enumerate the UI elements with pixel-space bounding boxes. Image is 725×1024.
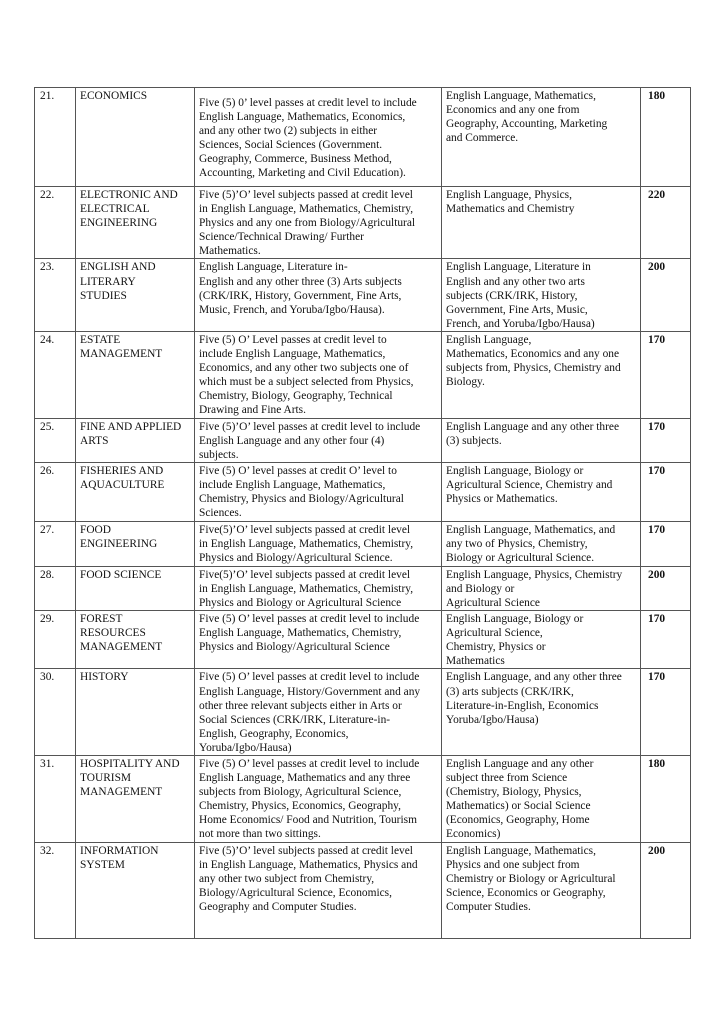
row-number: 32. — [34, 841, 76, 939]
row-number: 26. — [34, 461, 76, 522]
utme-subjects: English Language, Mathematics, and any t… — [441, 520, 641, 567]
utme-subjects: English Language and any other subject t… — [441, 755, 641, 843]
course-name: ECONOMICS — [75, 87, 195, 187]
row-number: 23. — [34, 258, 76, 332]
olevel-requirements: Five (5) 0’ level passes at credit level… — [194, 87, 442, 187]
utme-subjects: English Language, Physics, Mathematics a… — [441, 185, 641, 260]
utme-subjects: English Language, Mathematics, Economics… — [441, 87, 641, 187]
cutoff-score: 170 — [640, 330, 691, 419]
olevel-requirements: Five (5) O’ level passes at credit level… — [194, 755, 442, 843]
row-number: 31. — [34, 755, 76, 843]
table-row: 29. FOREST RESOURCES MANAGEMENT Five (5) O… — [34, 610, 691, 670]
cutoff-score: 180 — [640, 87, 691, 187]
table-row: 30. HISTORY Five (5) O’ level passes at cr… — [34, 668, 691, 756]
cutoff-score: 170 — [640, 520, 691, 567]
row-number: 25. — [34, 417, 76, 463]
course-name: ESTATE MANAGEMENT — [75, 330, 195, 419]
table-row: 28. FOOD SCIENCE Five(5)’O’ level subjects… — [34, 565, 691, 612]
olevel-requirements: Five (5)’O’ level subjects passed at cre… — [194, 841, 442, 939]
olevel-requirements: Five (5) O’ level passes at credit level… — [194, 610, 442, 670]
utme-subjects: English Language, Mathematics, Economics… — [441, 330, 641, 419]
table-row: 27. FOOD ENGINEERING Five(5)’O’ level subj… — [34, 520, 691, 567]
course-name: FISHERIES AND AQUACULTURE — [75, 461, 195, 522]
table-row: 32. INFORMATION SYSTEM Five (5)’O’ level s… — [34, 841, 691, 939]
table-body: 21. ECONOMICS Five (5) 0’ level passes at … — [34, 87, 691, 939]
table-row: 23. ENGLISH AND LITERARY STUDIES English L… — [34, 258, 691, 332]
utme-subjects: English Language, and any other three (3… — [441, 668, 641, 756]
row-number: 27. — [34, 520, 76, 567]
table-row: 24. ESTATE MANAGEMENT Five (5) O’ Level pa… — [34, 330, 691, 419]
row-number: 29. — [34, 610, 76, 670]
row-number: 22. — [34, 185, 76, 260]
cutoff-score: 200 — [640, 565, 691, 612]
cutoff-score: 200 — [640, 258, 691, 332]
utme-subjects: English Language, Biology or Agricultura… — [441, 461, 641, 522]
cutoff-score: 220 — [640, 185, 691, 260]
table-row: 25. FINE AND APPLIED ARTS Five (5)’O’ leve… — [34, 417, 691, 463]
cutoff-score: 180 — [640, 755, 691, 843]
cutoff-score: 170 — [640, 610, 691, 670]
course-name: HOSPITALITY AND TOURISM MANAGEMENT — [75, 755, 195, 843]
cutoff-score: 200 — [640, 841, 691, 939]
course-name: ELECTRONIC AND ELECTRICAL ENGINEERING — [75, 185, 195, 260]
course-name: FOREST RESOURCES MANAGEMENT — [75, 610, 195, 670]
olevel-requirements: Five (5)’O’ level subjects passed at cre… — [194, 185, 442, 260]
utme-subjects: English Language, Biology or Agricultura… — [441, 610, 641, 670]
table-row: 21. ECONOMICS Five (5) 0’ level passes at … — [34, 87, 691, 187]
course-name: ENGLISH AND LITERARY STUDIES — [75, 258, 195, 332]
row-number: 28. — [34, 565, 76, 612]
olevel-requirements: Five (5) O’ Level passes at credit level… — [194, 330, 442, 419]
olevel-requirements: Five(5)’O’ level subjects passed at cred… — [194, 565, 442, 612]
row-number: 24. — [34, 330, 76, 419]
course-name: FOOD SCIENCE — [75, 565, 195, 612]
row-number: 30. — [34, 668, 76, 756]
cutoff-score: 170 — [640, 668, 691, 756]
course-name: HISTORY — [75, 668, 195, 756]
course-name: FINE AND APPLIED ARTS — [75, 417, 195, 463]
utme-subjects: English Language, Literature in English … — [441, 258, 641, 332]
table-row: 26. FISHERIES AND AQUACULTURE Five (5) O’ … — [34, 461, 691, 522]
olevel-requirements: Five (5) O’ level passes at credit O’ le… — [194, 461, 442, 522]
utme-subjects: English Language, Mathematics, Physics a… — [441, 841, 641, 939]
utme-subjects: English Language and any other three (3)… — [441, 417, 641, 463]
row-number: 21. — [34, 87, 76, 187]
table-row: 22. ELECTRONIC AND ELECTRICAL ENGINEERING… — [34, 185, 691, 260]
olevel-requirements: Five (5) O’ level passes at credit level… — [194, 668, 442, 756]
cutoff-score: 170 — [640, 417, 691, 463]
olevel-requirements: Five (5)’O’ level passes at credit level… — [194, 417, 442, 463]
table-row: 31. HOSPITALITY AND TOURISM MANAGEMENT Fiv… — [34, 755, 691, 843]
utme-subjects: English Language, Physics, Chemistry and… — [441, 565, 641, 612]
cutoff-score: 170 — [640, 461, 691, 522]
course-name: FOOD ENGINEERING — [75, 520, 195, 567]
olevel-requirements: English Language, Literature in- English… — [194, 258, 442, 332]
admission-requirements-table: 21. ECONOMICS Five (5) 0’ level passes at … — [34, 87, 691, 939]
olevel-requirements: Five(5)’O’ level subjects passed at cred… — [194, 520, 442, 567]
course-name: INFORMATION SYSTEM — [75, 841, 195, 939]
